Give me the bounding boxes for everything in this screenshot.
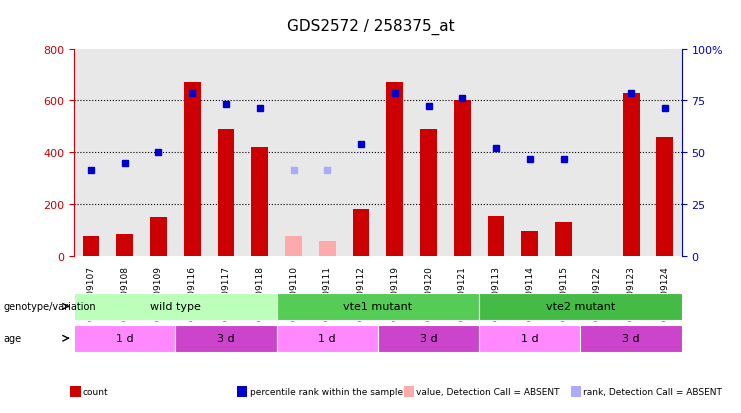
Text: vte1 mutant: vte1 mutant <box>343 301 413 312</box>
Text: 1 d: 1 d <box>319 333 336 344</box>
Bar <box>251 148 268 256</box>
Bar <box>150 217 167 256</box>
Bar <box>353 210 370 256</box>
Bar <box>657 137 674 256</box>
Bar <box>116 234 133 256</box>
Text: 1 d: 1 d <box>116 333 133 344</box>
Bar <box>622 93 639 256</box>
Text: wild type: wild type <box>150 301 201 312</box>
Bar <box>386 83 403 256</box>
Bar <box>420 130 437 256</box>
Text: value, Detection Call = ABSENT: value, Detection Call = ABSENT <box>416 387 560 396</box>
Text: 3 d: 3 d <box>622 333 640 344</box>
Text: vte2 mutant: vte2 mutant <box>546 301 615 312</box>
Text: percentile rank within the sample: percentile rank within the sample <box>250 387 403 396</box>
Bar <box>82 237 99 256</box>
Text: rank, Detection Call = ABSENT: rank, Detection Call = ABSENT <box>583 387 722 396</box>
Bar <box>453 101 471 256</box>
Text: genotype/variation: genotype/variation <box>4 301 96 312</box>
Bar <box>218 130 234 256</box>
Text: count: count <box>83 387 109 396</box>
Bar <box>319 242 336 256</box>
Bar <box>488 216 505 256</box>
Text: 3 d: 3 d <box>217 333 235 344</box>
Bar <box>522 232 538 256</box>
Text: age: age <box>4 333 21 344</box>
Bar <box>184 83 201 256</box>
Text: 1 d: 1 d <box>521 333 539 344</box>
Text: GDS2572 / 258375_at: GDS2572 / 258375_at <box>287 19 454 35</box>
Text: 3 d: 3 d <box>419 333 437 344</box>
Bar <box>555 223 572 256</box>
Bar <box>285 237 302 256</box>
